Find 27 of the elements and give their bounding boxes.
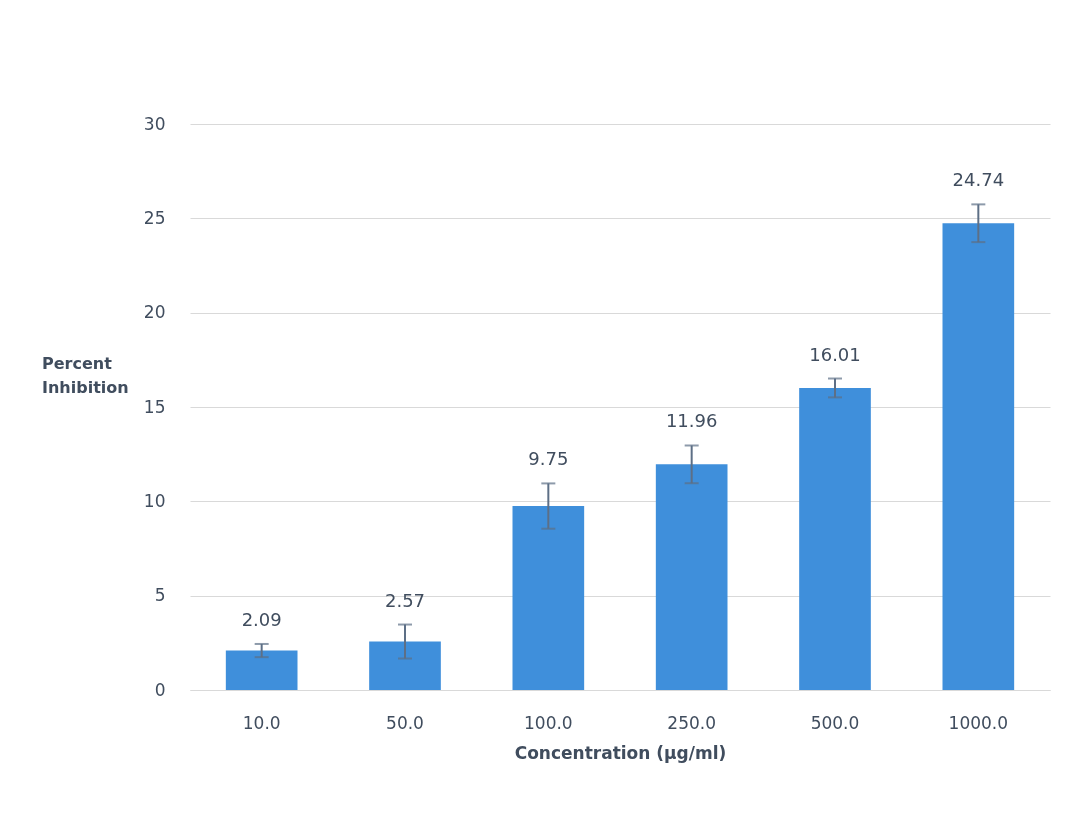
y-tick-label: 5 [154,585,166,606]
x-tick-label: 500.0 [810,712,860,733]
y-tick-label: 10 [143,490,166,511]
data-label: 24.74 [952,169,1005,191]
bar [512,506,585,690]
y-tick-label: 0 [154,679,166,700]
bar [942,223,1015,690]
data-label: 9.75 [528,448,569,470]
y-tick-label: 25 [143,207,166,228]
data-label: 2.57 [384,589,426,611]
y-tick-label: 15 [143,396,166,417]
data-label: 11.96 [665,410,718,432]
x-tick-label: 250.0 [667,712,716,733]
bar [655,464,728,690]
bar [225,650,298,690]
x-tick-label: 10.0 [242,712,281,733]
x-tick-label: 1000.0 [948,712,1009,733]
y-tick-label: 20 [143,302,166,323]
x-tick-label: 50.0 [386,712,424,733]
y-axis-title: Percent Inhibition [42,354,129,397]
bar [369,641,441,690]
data-label: 2.09 [241,608,282,630]
bar [799,387,871,690]
x-axis-title: Concentration (µg/ml) [514,742,727,763]
x-tick-label: 100.0 [524,712,573,733]
data-label: 16.01 [809,343,861,365]
y-tick-label: 30 [143,113,166,134]
